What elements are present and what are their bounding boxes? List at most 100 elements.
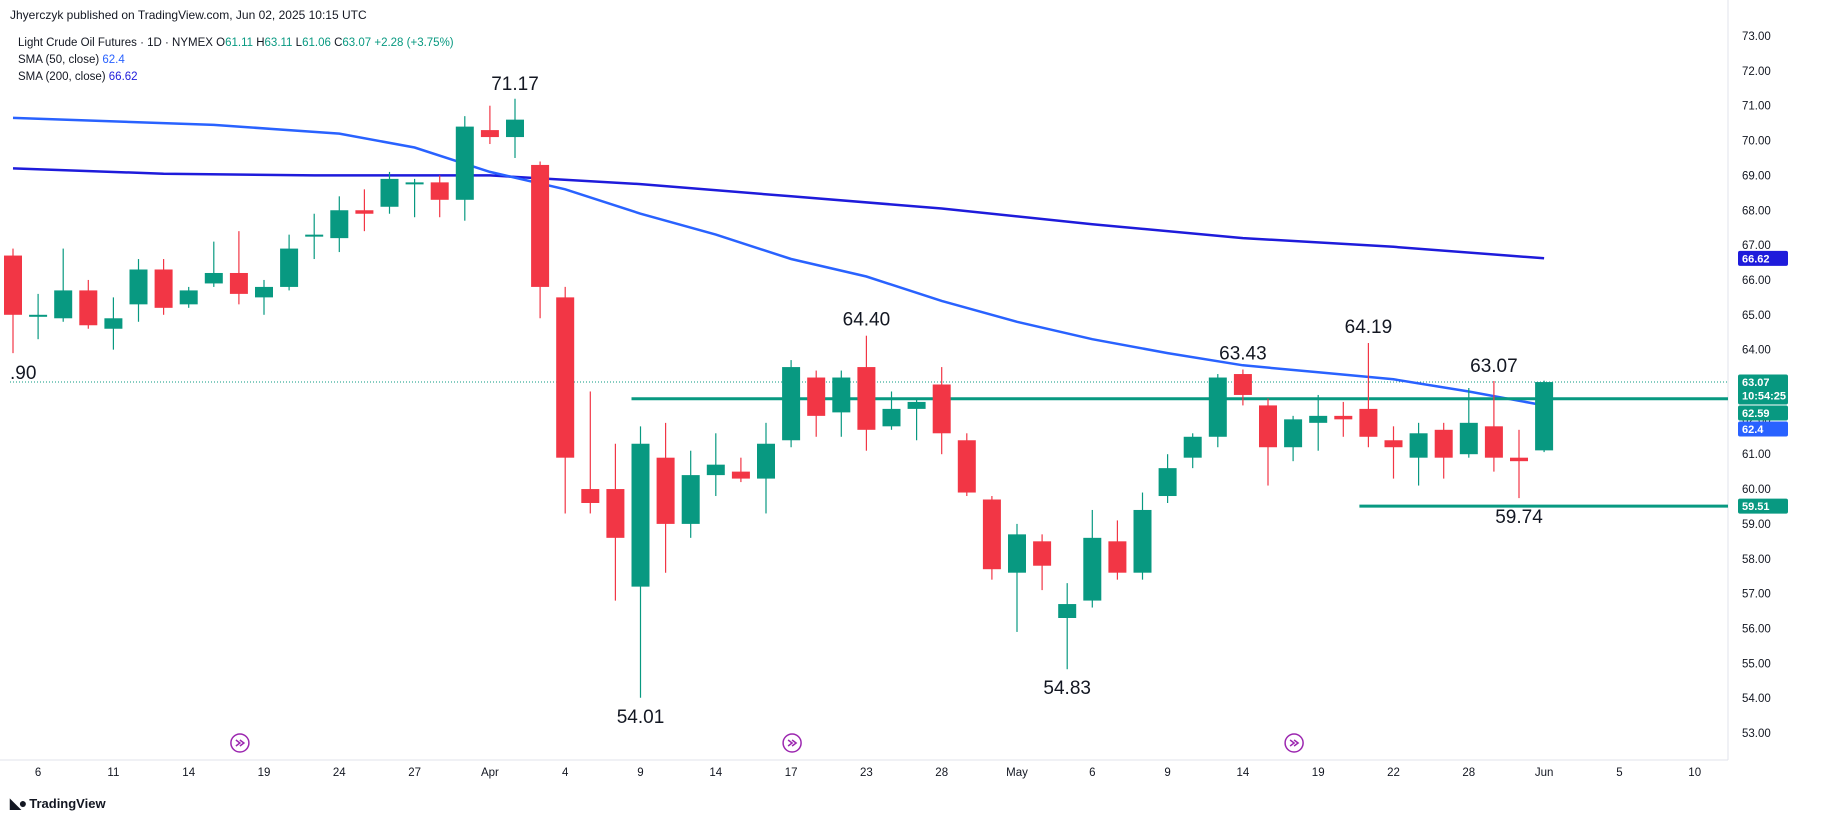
candle[interactable] [556,286,575,514]
candle[interactable] [1259,398,1277,486]
candle[interactable] [129,259,148,322]
candle[interactable] [1309,394,1328,451]
candle[interactable] [681,450,700,538]
candle[interactable] [1183,433,1202,469]
price-tick-label: 67.00 [1742,240,1771,252]
candle[interactable] [782,360,801,448]
sma200-line [12,167,1545,260]
candle[interactable] [656,422,675,573]
candle[interactable] [832,370,851,437]
price-axis-tag-bg [1738,374,1788,405]
price-tick-label: 57.00 [1742,589,1771,601]
price-axis-tag-label: 62.59 [1742,408,1770,420]
price-axis-tag: 59.51 [1738,498,1788,514]
candle[interactable] [882,391,901,430]
ohlc-change: +2.28 (+3.75%) [374,37,454,49]
candle[interactable] [1208,374,1227,448]
ohlc-close-label: C [334,37,343,49]
candle[interactable] [606,443,625,601]
legend-sma50-row[interactable]: SMA (50, close) 62.4 [18,52,454,69]
candle-body [1058,604,1077,618]
candle[interactable] [1434,422,1453,479]
event-marker-chevrons [1289,739,1300,747]
candle-body [807,377,826,416]
candle-body [1284,419,1303,448]
candle[interactable] [506,98,524,158]
price-tag-layer: 66.62 63.07 10:54:25 62.59 62.4 59.51 [1738,250,1788,514]
candle[interactable] [430,175,449,218]
candle[interactable] [54,248,73,322]
candle[interactable] [1334,401,1353,437]
price-axis-tag-label: 59.51 [1742,501,1770,513]
candle[interactable] [706,433,725,497]
candle[interactable] [204,241,223,287]
price-tick-label: 60.00 [1742,484,1771,496]
price-axis-tag-bg [1738,250,1788,266]
candle[interactable] [280,234,299,291]
candle[interactable] [1233,369,1252,406]
candle[interactable] [104,297,123,350]
sma200-label: SMA (200, close) [18,71,106,83]
candle[interactable] [1409,422,1428,486]
candle[interactable] [1510,429,1528,499]
price-axis-tag-bg [1738,421,1788,437]
candle[interactable] [1158,454,1177,503]
candle[interactable] [1033,534,1052,591]
price-tick-label: 68.00 [1742,205,1771,217]
candle[interactable] [1459,387,1478,458]
event-marker-icon[interactable] [782,733,802,753]
candle-body [1409,433,1428,458]
candle-body [907,401,926,409]
candle-body [556,297,575,458]
candle[interactable] [531,161,550,319]
candle[interactable] [1535,380,1554,453]
price-tick-label: 64.00 [1742,345,1771,357]
candle-body [782,367,801,441]
candle[interactable] [79,279,98,329]
candle[interactable] [154,259,173,315]
candle[interactable] [907,398,926,441]
candle[interactable] [4,248,22,354]
candle[interactable] [731,457,750,483]
candle[interactable] [179,286,198,308]
event-marker-icon[interactable] [1284,733,1304,753]
candle[interactable] [1108,520,1127,580]
sma200-value: 66.62 [108,71,138,83]
candle[interactable] [355,189,374,232]
candle[interactable] [857,335,876,451]
candle[interactable] [480,105,499,145]
candle[interactable] [1359,343,1378,448]
candle[interactable] [807,370,826,437]
candle-body [581,489,600,503]
candle[interactable] [1484,381,1503,472]
legend-symbol[interactable]: Light Crude Oil Futures · 1D · NYMEX [18,37,213,49]
candle[interactable] [455,116,474,221]
candle[interactable] [380,171,399,214]
legend-sma200-row[interactable]: SMA (200, close) 66.62 [18,69,454,86]
price-tick-label: 53.00 [1742,728,1771,740]
candle[interactable] [229,231,248,305]
candle[interactable] [982,496,1001,580]
candle[interactable] [1058,583,1077,670]
candle[interactable] [581,391,600,514]
candle[interactable] [1083,509,1102,608]
candle[interactable] [1133,492,1152,580]
candle[interactable] [255,279,273,315]
tradingview-logo[interactable]: ◣● TradingView [10,795,106,812]
sma50-value: 62.4 [102,54,125,66]
candle-body [4,255,22,315]
candle[interactable] [330,196,349,253]
price-tick-label: 69.00 [1742,170,1771,182]
candle[interactable] [405,178,424,218]
candle[interactable] [29,293,48,340]
event-marker-icon[interactable] [230,733,250,753]
candle[interactable] [957,433,976,497]
candle[interactable] [757,422,775,514]
candle[interactable] [1008,523,1026,632]
candle[interactable] [631,426,650,698]
candle[interactable] [932,367,951,455]
candle[interactable] [1284,415,1303,462]
candle[interactable] [305,213,324,260]
candle[interactable] [1384,426,1403,479]
